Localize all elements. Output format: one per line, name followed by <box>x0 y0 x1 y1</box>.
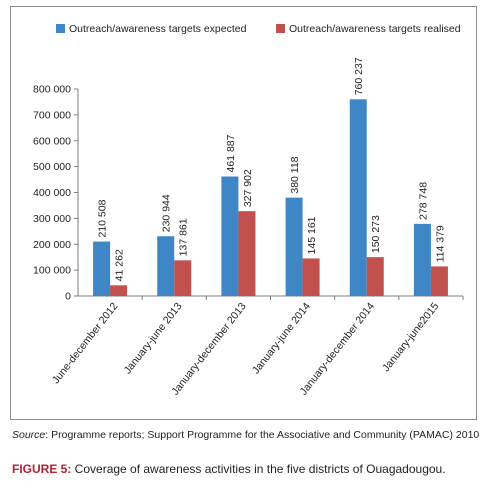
y-tick-label: 700 000 <box>33 109 71 121</box>
y-tick-label: 600 000 <box>33 135 71 147</box>
legend-swatch-realised <box>276 24 285 33</box>
data-label: 230 944 <box>161 194 173 232</box>
figure-label: FIGURE 5: <box>12 462 72 476</box>
bar-expected <box>349 99 367 297</box>
data-label: 380 118 <box>289 156 301 193</box>
bar-expected <box>93 241 111 296</box>
data-label: 114 379 <box>434 225 446 262</box>
source-label: Source <box>12 429 46 441</box>
bar-realised <box>366 257 384 296</box>
data-label: 760 237 <box>353 57 365 95</box>
x-category-label: January-june 2014 <box>250 300 313 376</box>
x-category-label: January-december 2014 <box>298 300 378 397</box>
bar-realised <box>302 258 320 296</box>
data-label: 461 887 <box>225 134 237 172</box>
bar-expected <box>413 223 431 296</box>
x-category-label: January-june 2013 <box>122 300 185 376</box>
y-tick-label: 200 000 <box>33 239 71 251</box>
data-label: 327 902 <box>242 169 254 207</box>
chart-frame: 0 100 000 200 000 300 000 400 000 500 000 600 … <box>10 6 477 420</box>
y-tick-label: 800 000 <box>33 84 71 96</box>
bar-realised <box>238 211 256 296</box>
x-category-label: June-december 2012 <box>50 300 121 386</box>
legend-label-realised: Outreach/awareness targets realised <box>289 23 461 35</box>
data-label: 137 861 <box>178 218 190 256</box>
y-tick-label: 400 000 <box>33 187 71 199</box>
y-tick-label: 100 000 <box>33 265 71 277</box>
data-label: 210 508 <box>97 199 109 237</box>
data-label: 41 262 <box>114 249 126 281</box>
bar-expected <box>221 176 239 296</box>
source-text: : Programme reports; Support Programme f… <box>45 429 480 441</box>
bar-realised <box>430 266 448 296</box>
x-category-label: January-june2015 <box>380 300 441 374</box>
y-tick-label: 300 000 <box>33 213 71 225</box>
bar-expected <box>157 236 175 296</box>
legend-label-expected: Outreach/awareness targets expected <box>69 23 247 35</box>
legend-swatch-expected <box>56 24 65 33</box>
y-tick-label: 0 <box>65 291 71 303</box>
bar-realised <box>110 285 128 296</box>
data-label: 150 273 <box>370 215 382 253</box>
figure-caption-text: Coverage of awareness activities in the … <box>71 462 446 476</box>
source-note: Source: Programme reports; Support Progr… <box>12 428 480 442</box>
data-label: 145 161 <box>306 216 318 254</box>
data-label: 278 748 <box>417 182 429 220</box>
bar-realised <box>174 260 192 296</box>
bar-expected <box>285 197 303 296</box>
x-category-label: January-december 2013 <box>169 300 249 397</box>
bar-chart: 0 100 000 200 000 300 000 400 000 500 000 600 … <box>33 23 464 398</box>
figure-caption: FIGURE 5: Coverage of awareness activiti… <box>12 462 480 477</box>
y-tick-label: 500 000 <box>33 161 71 173</box>
